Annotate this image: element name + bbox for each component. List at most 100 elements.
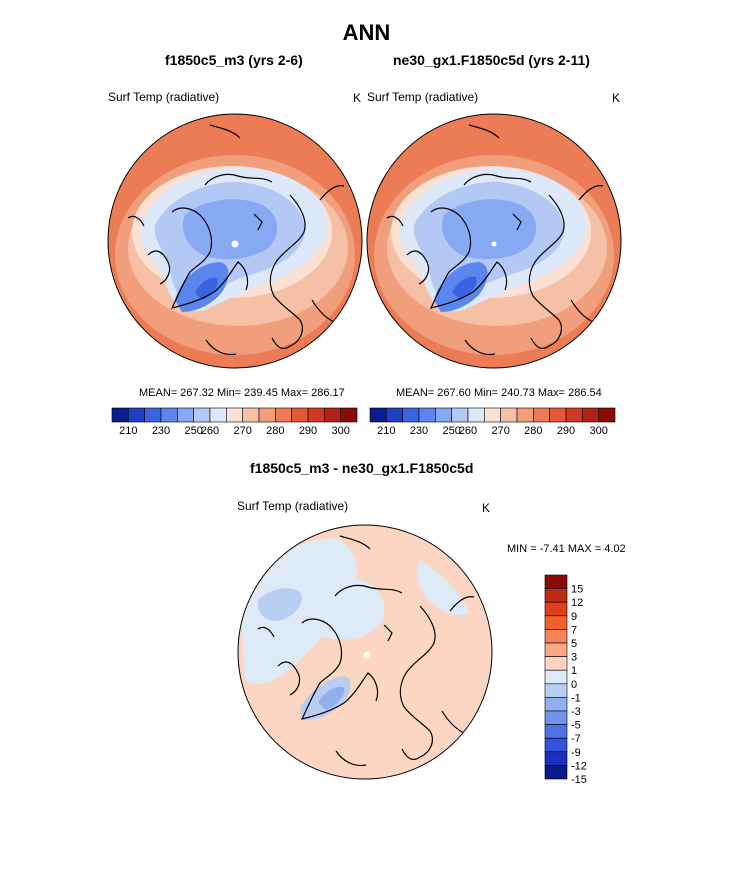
panel3-colorbar-tick-label: 9	[571, 611, 577, 623]
panel2-map	[366, 113, 622, 369]
panel1-coastlines	[127, 124, 345, 356]
panel3-colorbar-swatch	[544, 724, 568, 739]
panel2-colorbar-tick-label: 280	[524, 425, 542, 437]
panel2-units-label: K	[612, 91, 621, 105]
panel3-units-label: K	[482, 501, 491, 515]
panel3-colorbar-tick-label: 7	[571, 624, 577, 636]
panel1-colorbar-swatch	[242, 407, 260, 423]
panel2-colorbar-swatch	[582, 407, 599, 423]
panel2-colorbar-swatch	[402, 407, 420, 423]
panel3-colorbar-tick-label: 12	[571, 597, 583, 609]
panel3-colorbar-swatch	[544, 629, 568, 644]
panel2-colorbar-swatch	[418, 407, 436, 423]
panel1-colorbar-swatch	[307, 407, 325, 423]
panel3-colorbar-swatch	[544, 615, 568, 630]
panel2-colorbar-swatch	[533, 407, 550, 423]
panel3-variable-label: Surf Temp (radiative)	[237, 499, 349, 513]
panel1-units-label: K	[353, 91, 362, 105]
panel2-pole-marker	[491, 241, 497, 247]
panel3-title: f1850c5_m3 - ne30_gx1.F1850c5d	[250, 460, 474, 476]
panel1-colorbar-tick-label: 280	[266, 425, 284, 437]
panel3-band-neg1-c	[417, 560, 470, 616]
panel1-colorbar-swatch	[144, 407, 162, 423]
panel2-colorbar-swatch	[598, 407, 616, 423]
panel2-colorbar-swatch	[549, 407, 567, 423]
panel3-colorbar-tick-label: -12	[571, 760, 587, 772]
panel3-map-border	[237, 524, 493, 780]
panel1-colorbar-swatch	[193, 407, 211, 423]
panel1-colorbar-swatch	[275, 407, 292, 423]
panel3-band-neg1-b	[300, 576, 385, 640]
panel2-variable-label: Surf Temp (radiative)	[367, 90, 479, 104]
panel2-map-border	[366, 113, 622, 369]
panel1-band-252	[182, 199, 278, 260]
panel2-colorbar-tick-label: 300	[589, 425, 607, 437]
panel2-colorbar-tick-label: 250	[442, 425, 460, 437]
panel3-colorbar-swatch	[544, 588, 568, 603]
page-title: ANN	[342, 20, 391, 45]
panel3-colorbar-tick-label: 5	[571, 638, 577, 650]
panel1-colorbar-swatch	[209, 407, 227, 423]
panel1-band-240	[195, 277, 218, 300]
panel3-colorbar-tick-label: 15	[571, 584, 583, 596]
panel3-colorbar-swatch	[544, 697, 568, 712]
panel2-colorbar-tick-label: 210	[377, 425, 395, 437]
panel2-colorbar-swatch	[467, 407, 485, 423]
panel3-pole-marker	[363, 651, 371, 659]
panel2-colorbar-swatch	[484, 407, 501, 423]
panel1-colorbar-swatch	[160, 407, 178, 423]
panel1-colorbar-tick-label: 230	[152, 425, 170, 437]
panel2-band-240	[452, 276, 477, 300]
panel3-stats: MIN = -7.41 MAX = 4.02	[507, 543, 626, 555]
panel1-colorbar-swatch	[291, 407, 309, 423]
panel3-band-neg1-a	[240, 538, 357, 684]
panel1-colorbar-tick-label: 290	[299, 425, 317, 437]
panel3-colorbar-tick-label: -1	[571, 692, 581, 704]
panel2-coastlines	[386, 124, 604, 356]
panel2-colorbar-swatch	[565, 407, 583, 423]
panel3-coastlines	[257, 535, 475, 767]
panel3-band-neg5	[318, 686, 345, 710]
panel1-colorbar-swatch	[324, 407, 341, 423]
panel2-colorbar-swatch	[435, 407, 452, 423]
panel3-band-neg3-a	[257, 588, 302, 621]
panel3-colorbar-tick-label: -3	[571, 706, 581, 718]
panel3-colorbar-tick-label: 3	[571, 652, 577, 664]
panel3-colorbar-swatch	[544, 642, 568, 657]
panel1-map-border	[107, 113, 363, 369]
panel1-pole-marker	[231, 240, 239, 248]
panel2-colorbar-swatch	[500, 407, 518, 423]
panel2-colorbar-tick-label: 230	[410, 425, 428, 437]
panel3-colorbar-tick-label: -15	[571, 774, 587, 786]
panel3-colorbar-tick-label: 1	[571, 665, 577, 677]
panel1-colorbar-tick-label: 300	[331, 425, 349, 437]
panel1-colorbar-swatch	[340, 407, 358, 423]
panel3-colorbar-swatch	[544, 601, 568, 617]
panel1-colorbar-tick-label: 270	[233, 425, 251, 437]
panel3-map	[237, 524, 493, 780]
panel2-colorbar-tick-label: 270	[491, 425, 509, 437]
panel3-colorbar-swatch	[544, 656, 568, 671]
panel1-colorbar-swatch	[258, 407, 276, 423]
panel2-stats: MEAN= 267.60 Min= 240.73 Max= 286.54	[396, 387, 602, 399]
panel1-colorbar-tick-label: 260	[201, 425, 219, 437]
panel3-colorbar-tick-label: 0	[571, 679, 577, 691]
panel2-colorbar-swatch	[516, 407, 534, 423]
panel1-map	[107, 113, 363, 369]
panel1-variable-label: Surf Temp (radiative)	[108, 90, 220, 104]
panel1-title: f1850c5_m3 (yrs 2-6)	[165, 52, 303, 68]
panel3-colorbar-swatch	[544, 765, 568, 780]
panel2-colorbar-swatch	[386, 407, 403, 423]
panel1-colorbar-swatch	[128, 407, 145, 423]
panel3-colorbar-swatch	[544, 737, 568, 753]
panel1-colorbar-swatch	[111, 407, 129, 423]
panel3-colorbar-swatch	[544, 751, 568, 766]
panel2-band-252	[441, 199, 537, 260]
panel3-colorbar-swatch	[544, 683, 568, 698]
panel1-colorbar-tick-label: 210	[119, 425, 137, 437]
panel2-title: ne30_gx1.F1850c5d (yrs 2-11)	[393, 52, 590, 68]
